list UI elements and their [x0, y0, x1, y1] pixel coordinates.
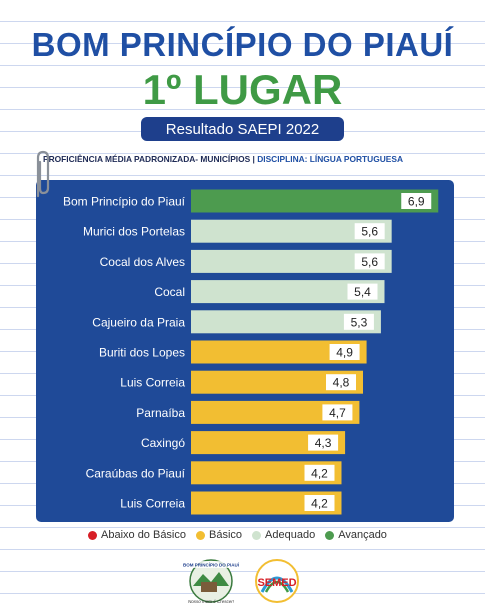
value-label-box	[347, 283, 378, 300]
category-label: Cocal dos Alves	[100, 255, 185, 269]
bar	[191, 219, 392, 243]
value-label-box	[326, 374, 356, 391]
semed-logo: SEMED	[255, 559, 299, 603]
value-label: 4,2	[311, 466, 328, 480]
municipality-logo: BOM PRINCÍPIO DO PIAUÍ Nosso meta é Cres…	[183, 559, 240, 604]
value-label: 4,7	[329, 406, 346, 420]
result-badge-label: Resultado SAEPI 2022	[165, 120, 320, 138]
result-badge: Resultado SAEPI 2022	[141, 117, 344, 141]
value-label-box	[304, 464, 335, 481]
value-label: 4,2	[311, 497, 328, 511]
category-label: Cocal	[154, 285, 185, 299]
chart-panel: Bom Princípio do Piauí 6,9 Murici dos Port…	[36, 180, 454, 522]
footer-logos: BOM PRINCÍPIO DO PIAUÍ Nosso meta é Cres…	[183, 559, 299, 604]
municipality-logo-text: BOM PRINCÍPIO DO PIAUÍ	[183, 561, 240, 568]
value-label: 4,8	[333, 376, 350, 390]
value-label-box	[354, 253, 385, 270]
category-label: Cajueiro da Praia	[92, 315, 185, 329]
value-label: 4,9	[336, 346, 353, 360]
legend-dot-abaixo	[88, 530, 97, 540]
value-label: 5,6	[361, 225, 378, 239]
category-label: Parnaíba	[136, 406, 185, 420]
bar	[191, 189, 439, 213]
legend-item-basico: Básico	[196, 529, 242, 541]
value-label-box	[322, 404, 353, 421]
value-label-box	[308, 434, 339, 451]
bar	[191, 280, 385, 304]
legend-label-adequado: Adequado	[265, 529, 316, 541]
semed-logo-text: SEMED	[257, 577, 296, 589]
value-label-box	[304, 495, 335, 511]
legend-label-avancado: Avançado	[338, 529, 387, 541]
page-title: BOM PRINCÍPIO DO PIAUÍ	[31, 26, 454, 63]
legend-label-basico: Básico	[209, 529, 243, 541]
value-label-box	[354, 223, 385, 240]
legend-item-adequado: Adequado	[252, 529, 315, 541]
bar	[191, 431, 346, 455]
category-label: Bom Princípio do Piauí	[63, 195, 186, 209]
bar	[191, 491, 342, 515]
bar	[191, 400, 360, 424]
legend-dot-basico	[196, 530, 205, 540]
category-label: Luis Correia	[120, 497, 185, 511]
legend-dot-adequado	[252, 530, 262, 540]
legend-item-abaixo: Abaixo do Básico	[88, 529, 186, 541]
value-label-box	[329, 344, 360, 360]
bar	[191, 249, 392, 273]
category-label: Murici dos Portelas	[83, 225, 185, 239]
chart-legend: Abaixo do Básico Básico Adequado Avançad…	[88, 529, 387, 541]
legend-dot-avancado	[325, 530, 335, 540]
value-label: 5,3	[351, 315, 368, 329]
rank-heading: 1º LUGAR	[142, 66, 343, 113]
bar	[191, 461, 342, 485]
bar-chart: Bom Princípio do Piauí 6,9 Murici dos Port…	[63, 189, 439, 515]
legend-item-avancado: Avançado	[325, 529, 387, 541]
value-label-box	[401, 193, 432, 209]
paperclip-icon	[36, 150, 50, 198]
bar	[191, 340, 367, 364]
category-label: Caxingó	[141, 436, 185, 450]
category-label: Buriti dos Lopes	[99, 346, 185, 360]
bar	[191, 310, 381, 334]
bar	[191, 370, 363, 394]
chart-caption: PROFICIÊNCIA MÉDIA PADRONIZADA- MUNICÍPI…	[43, 154, 403, 164]
caption-discipline: DISCIPLINA: LÍNGUA PORTUGUESA	[257, 154, 403, 164]
category-label: Luis Correia	[120, 376, 185, 390]
municipality-slogan: Nosso meta é Crescer!	[188, 599, 235, 604]
value-label: 6,9	[408, 195, 425, 209]
category-label: Caraúbas do Piauí	[86, 466, 186, 480]
value-label-box	[343, 313, 374, 330]
caption-main: PROFICIÊNCIA MÉDIA PADRONIZADA- MUNICÍPI…	[43, 154, 258, 164]
legend-label-abaixo: Abaixo do Básico	[101, 529, 186, 541]
value-label: 4,3	[315, 436, 332, 450]
value-label: 5,4	[354, 285, 371, 299]
value-label: 5,6	[361, 255, 378, 269]
